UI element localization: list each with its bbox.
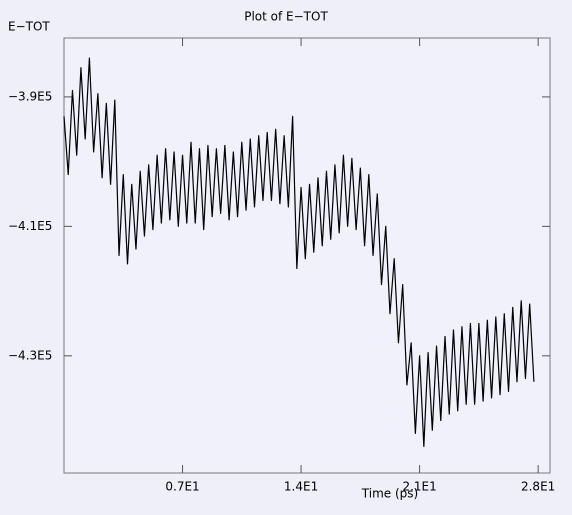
y-tick-label: −3.9E5 (8, 89, 52, 103)
x-tick-label: 2.8E1 (521, 480, 555, 494)
y-axis-label: E−TOT (8, 20, 50, 34)
y-tick-label: −4.1E5 (8, 219, 52, 233)
x-tick-label: 1.4E1 (284, 480, 318, 494)
x-tick-label: 2.1E1 (402, 480, 436, 494)
plot-area (63, 37, 551, 474)
x-tick-label: 0.7E1 (165, 480, 199, 494)
chart-title: Plot of E−TOT (244, 10, 328, 24)
data-line (63, 57, 535, 448)
x-axis-label: Time (ps) (361, 487, 418, 501)
y-tick-label: −4.3E5 (8, 348, 52, 362)
